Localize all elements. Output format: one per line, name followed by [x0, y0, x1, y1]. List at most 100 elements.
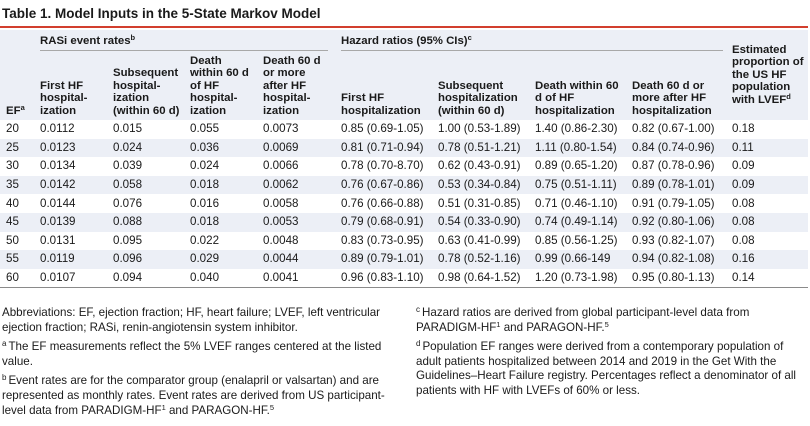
value-cell: 0.0123 [34, 138, 107, 158]
table-row: 50 0.0131 0.095 0.022 0.0048 0.83 (0.73-0.95)… [0, 232, 808, 251]
table-row: 55 0.0119 0.096 0.029 0.0044 0.89 (0.79-1.01)… [0, 250, 808, 269]
footnotes-left: Abbreviations: EF, ejection fraction; HF… [2, 306, 402, 423]
ef-cell: 60 [0, 268, 34, 289]
ef-cell: 45 [0, 213, 34, 232]
ef-cell: 30 [6, 159, 19, 173]
abbreviations-note: Abbreviations: EF, ejection fraction; HF… [2, 306, 381, 334]
value-cell: 0.75 (0.51-1.11) [529, 175, 626, 195]
ef-group-spacer [0, 30, 34, 53]
value-cell: 0.91 (0.79-1.05) [632, 196, 715, 210]
footnotes-right: c Hazard ratios are derived from global p… [416, 306, 808, 404]
value-cell: 0.89 (0.79-1.01) [335, 250, 432, 269]
column-header: Subsequent hospitalization (within 60 d) [432, 53, 529, 121]
ef-cell: 25 [0, 138, 34, 158]
table-body: 20 0.0112 0.015 0.055 0.0073 0.85 (0.69-1.05)… [0, 120, 808, 289]
value-cell: 0.85 (0.56-1.25) [535, 233, 618, 247]
value-cell: 0.09 [732, 159, 755, 173]
value-cell: 0.088 [107, 213, 184, 232]
footnote-mark: c [467, 33, 472, 43]
column-header: Subsequent hospital-ization (within 60 d… [107, 53, 184, 121]
value-cell: 0.99 (0.66-149 [529, 250, 626, 269]
table-row: 25 0.0123 0.024 0.036 0.0069 0.81 (0.71-0.94)… [0, 138, 808, 158]
value-cell: 0.09 [726, 175, 808, 195]
value-cell: 0.08 [732, 196, 755, 210]
value-cell: 0.89 (0.78-1.01) [626, 175, 726, 195]
value-cell: 0.0144 [40, 196, 76, 210]
value-cell: 0.76 (0.66-0.88) [341, 196, 424, 210]
value-cell: 0.0073 [263, 122, 299, 136]
value-cell: 1.00 (0.53-1.89) [438, 122, 521, 136]
value-cell: 1.20 (0.73-1.98) [529, 268, 626, 289]
value-cell: 0.018 [184, 175, 257, 195]
model-inputs-table: RASi event ratesb Hazard ratios (95% CIs… [0, 30, 808, 289]
value-cell: 0.16 [726, 250, 808, 269]
value-cell: 0.040 [184, 268, 257, 289]
value-cell: 0.94 (0.82-1.08) [626, 250, 726, 269]
value-cell: 0.0069 [257, 138, 335, 158]
value-cell: 0.0131 [40, 233, 76, 247]
ef-cell: 40 [6, 196, 19, 210]
value-cell: 0.0139 [34, 213, 107, 232]
value-cell: 0.78 (0.52-1.16) [432, 250, 529, 269]
value-cell: 0.0048 [263, 233, 299, 247]
value-cell: 0.076 [113, 196, 143, 210]
value-cell: 0.95 (0.80-1.13) [626, 268, 726, 289]
table-title: Table 1. Model Inputs in the 5-State Mar… [2, 6, 321, 21]
footnote-mark: d [786, 91, 791, 101]
table-row: 60 0.0107 0.094 0.040 0.0041 0.96 (0.83-1.10)… [0, 268, 808, 289]
value-cell: 0.92 (0.80-1.06) [626, 213, 726, 232]
value-cell: 0.0062 [257, 175, 335, 195]
value-cell: 1.11 (0.80-1.54) [529, 138, 626, 158]
value-cell: 0.029 [184, 250, 257, 269]
value-cell: 0.83 (0.73-0.95) [341, 233, 424, 247]
table-row: 45 0.0139 0.088 0.018 0.0053 0.79 (0.68-0.91)… [0, 213, 808, 232]
ef-cell: 55 [0, 250, 34, 269]
value-cell: 0.81 (0.71-0.94) [335, 138, 432, 158]
value-cell: 0.0142 [34, 175, 107, 195]
value-cell: 0.87 (0.78-0.96) [632, 159, 715, 173]
value-cell: 0.76 (0.67-0.86) [335, 175, 432, 195]
ef-column-header: EFa [0, 53, 34, 121]
value-cell: 0.14 [726, 268, 808, 289]
value-cell: 0.78 (0.70-8.70) [341, 159, 424, 173]
value-cell: 0.98 (0.64-1.52) [432, 268, 529, 289]
value-cell: 0.0066 [263, 159, 299, 173]
value-cell: 0.022 [190, 233, 220, 247]
table-row: 40 0.0144 0.076 0.016 0.0058 0.76 (0.66-0.88)… [0, 194, 808, 213]
value-cell: 0.016 [190, 196, 220, 210]
column-header-row: EFa First HF hospital-ization Subsequent… [0, 53, 808, 121]
value-cell: 0.18 [732, 122, 755, 136]
ef-cell: 35 [0, 175, 34, 195]
value-cell: 0.0044 [257, 250, 335, 269]
group-header-row: RASi event ratesb Hazard ratios (95% CIs… [0, 30, 808, 121]
column-header: Death 60 d or more after HF hospital-iza… [257, 53, 335, 121]
value-cell: 0.11 [726, 138, 808, 158]
value-cell: 0.058 [107, 175, 184, 195]
value-cell: 0.024 [190, 159, 220, 173]
column-header: Death within 60 d of HF hospitalization [529, 53, 626, 121]
value-cell: 0.78 (0.51-1.21) [432, 138, 529, 158]
value-cell: 0.094 [107, 268, 184, 289]
value-cell: 0.08 [732, 233, 755, 247]
value-cell: 0.036 [184, 138, 257, 158]
value-cell: 0.096 [107, 250, 184, 269]
table-row: 20 0.0112 0.015 0.055 0.0073 0.85 (0.69-1.05)… [0, 120, 808, 139]
value-cell: 0.74 (0.49-1.14) [529, 213, 626, 232]
value-cell: 0.0041 [257, 268, 335, 289]
footnote-c: c Hazard ratios are derived from global p… [416, 305, 750, 334]
column-header: Death within 60 d of HF hospital-ization [184, 53, 257, 121]
value-cell: 0.0058 [263, 196, 299, 210]
value-cell: 0.84 (0.74-0.96) [626, 138, 726, 158]
ef-cell: 20 [6, 122, 19, 136]
value-cell: 0.08 [726, 213, 808, 232]
footnote-mark: b [130, 33, 136, 43]
value-cell: 0.71 (0.46-1.10) [535, 196, 618, 210]
value-cell: 0.53 (0.34-0.84) [432, 175, 529, 195]
column-header: First HF hospitalization [335, 53, 432, 121]
table-row: 30 0.0134 0.039 0.024 0.0066 0.78 (0.70-8.70)… [0, 157, 808, 176]
value-cell: 0.0112 [40, 122, 75, 136]
value-cell: 0.055 [190, 122, 220, 136]
value-cell: 0.62 (0.43-0.91) [438, 159, 521, 173]
value-cell: 0.0134 [40, 159, 76, 173]
